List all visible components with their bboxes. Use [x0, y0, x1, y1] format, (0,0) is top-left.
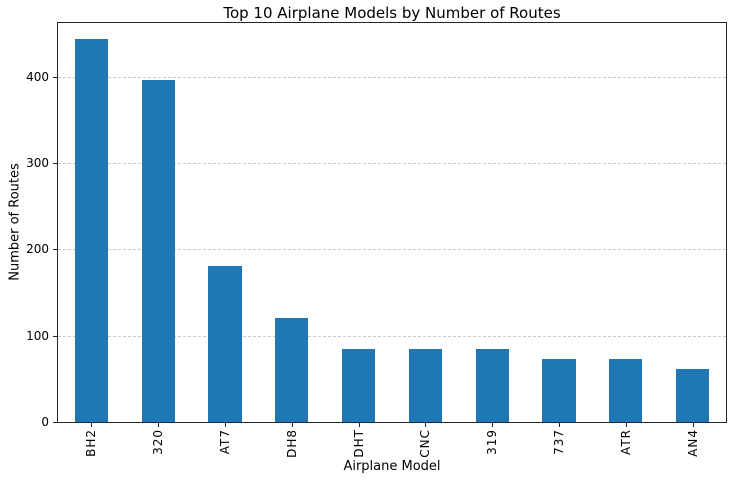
x-tick-label: AN4: [683, 429, 703, 457]
gridline: [58, 335, 726, 337]
x-tick-mark: [358, 423, 360, 427]
x-tick-mark: [625, 423, 627, 427]
bar-at7: [208, 265, 242, 422]
x-tick-label-text: AT7: [218, 429, 232, 455]
x-tick-mark: [91, 423, 93, 427]
bar-atr: [609, 358, 643, 422]
x-tick-mark: [158, 423, 160, 427]
y-tick-label: 300: [26, 155, 49, 170]
x-tick-label-text: ATR: [618, 429, 633, 455]
x-tick-label-text: 737: [552, 429, 566, 455]
x-axis-label: Airplane Model: [343, 459, 441, 474]
x-tick-mark: [492, 423, 494, 427]
bar-dht: [341, 348, 376, 422]
y-tick-label: 400: [26, 69, 49, 84]
gridline: [58, 162, 726, 164]
chart-title: Top 10 Airplane Models by Number of Rout…: [223, 4, 561, 22]
y-tick-mark: [53, 422, 57, 423]
y-axis-label: Number of Routes: [7, 163, 23, 281]
gridline: [58, 249, 726, 251]
x-tick-mark: [692, 423, 694, 427]
bar-an4: [675, 369, 710, 422]
x-tick-label-text: AN4: [685, 429, 700, 457]
x-tick-label-text: 320: [151, 429, 166, 455]
x-tick-label-text: DH8: [284, 429, 299, 458]
bar-737: [542, 358, 576, 422]
x-tick-label: 319: [482, 429, 502, 455]
x-tick-mark: [559, 423, 560, 427]
bar-bh2: [74, 39, 109, 422]
x-tick-label: AT7: [215, 429, 235, 454]
plot-area: [57, 22, 727, 423]
y-tick-mark: [53, 162, 57, 164]
y-tick-label: 0: [41, 415, 49, 429]
bar-cnc: [408, 348, 443, 422]
y-tick-mark: [53, 335, 57, 337]
x-tick-label-text: DHT: [351, 429, 366, 458]
y-tick-mark: [53, 76, 57, 78]
x-tick-label-text: 319: [485, 429, 500, 455]
x-tick-label-text: CNC: [418, 429, 433, 458]
y-tick-mark: [53, 249, 57, 251]
x-tick-label: BH2: [81, 429, 101, 457]
x-tick-mark: [225, 423, 226, 427]
x-tick-label: CNC: [415, 429, 435, 458]
x-tick-mark: [291, 423, 293, 427]
x-tick-label-text: BH2: [84, 429, 99, 457]
x-tick-label: ATR: [616, 429, 636, 455]
x-tick-label: 320: [148, 429, 168, 455]
bar-319: [475, 348, 509, 422]
x-tick-label: DH8: [282, 429, 302, 458]
gridline: [58, 76, 726, 78]
x-tick-label: 737: [549, 429, 569, 455]
y-tick-label: 100: [26, 328, 49, 343]
bar-dh8: [275, 317, 309, 422]
x-tick-label: DHT: [349, 429, 369, 458]
bar-320: [141, 80, 175, 422]
x-tick-mark: [425, 423, 427, 427]
y-tick-label: 200: [26, 242, 49, 257]
